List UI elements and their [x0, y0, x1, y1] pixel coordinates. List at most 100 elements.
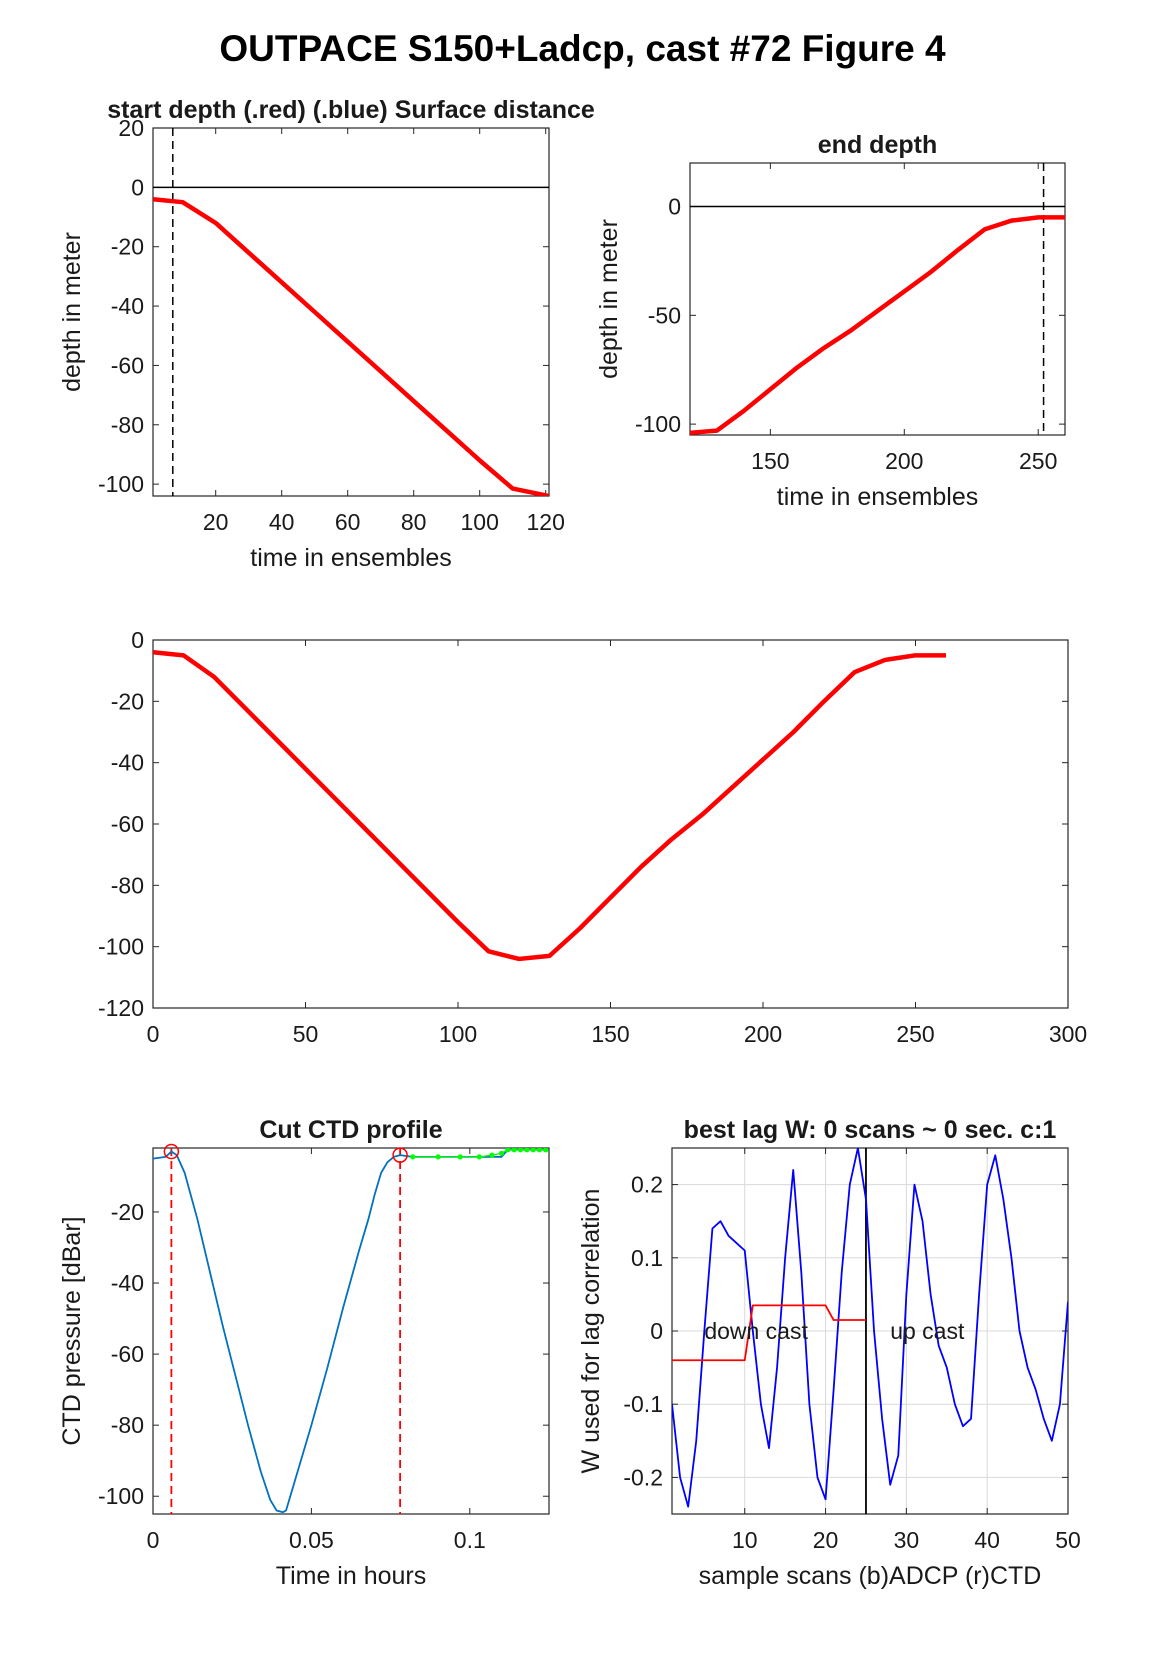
plot-area	[153, 1148, 549, 1514]
chart-title: end depth	[818, 131, 937, 159]
y-tick-label: -20	[111, 1199, 144, 1225]
y-tick-label: 0	[668, 194, 681, 220]
x-tick-label: 120	[527, 509, 565, 535]
plot-area	[690, 163, 1065, 435]
y-tick-label: -60	[111, 1341, 144, 1367]
x-axis-label: sample scans (b)ADCP (r)CTD	[699, 1562, 1042, 1590]
x-tick-label: 20	[203, 509, 229, 535]
y-tick-label: 20	[118, 115, 144, 141]
y-tick-label: -100	[98, 471, 144, 497]
y-tick-label: -100	[98, 1483, 144, 1509]
x-tick-label: 0	[147, 1021, 160, 1047]
chart-full: 0 50 100 150 200 250 300 0 -20 -40 -60 -80 -100 -120	[98, 627, 1087, 1047]
x-axis-label: time in ensembles	[777, 483, 978, 511]
x-tick-label: 50	[293, 1021, 319, 1047]
x-tick-label: 60	[335, 509, 361, 535]
chart-start: 20 40 60 80 100 120 20 0 -20 -40 -60 -80 -100 start d…	[58, 96, 595, 572]
x-tick-label: 0.1	[454, 1527, 486, 1553]
series-line-0	[153, 196, 549, 496]
x-tick-label: 200	[744, 1021, 782, 1047]
y-tick-label: -80	[111, 412, 144, 438]
flagged-point	[511, 1148, 517, 1153]
y-tick-label: 0	[131, 627, 144, 653]
x-tick-label: 40	[974, 1527, 1000, 1553]
y-tick-label: -40	[111, 1270, 144, 1296]
x-tick-label: 0.05	[289, 1527, 334, 1553]
chart-title: start depth (.red) (.blue) Surface dista…	[107, 96, 595, 124]
flagged-point	[505, 1148, 511, 1153]
x-tick-label: 0	[147, 1527, 160, 1553]
flagged-point	[435, 1154, 441, 1160]
series-line-CTD	[672, 1304, 866, 1362]
x-tick-label: 80	[401, 509, 427, 535]
y-axis-label: W used for lag correlation	[577, 1189, 605, 1474]
chart-end: 150 200 250 0 -50 -100 end depth time in ensemb…	[595, 131, 1066, 511]
y-tick-label: -20	[111, 234, 144, 260]
flagged-point	[536, 1148, 543, 1153]
y-tick-label: -100	[98, 934, 144, 960]
y-tick-label: -50	[648, 302, 681, 328]
y-axis-label: depth in meter	[595, 219, 623, 379]
x-tick-label: 100	[461, 509, 499, 535]
series-line-0	[153, 1148, 549, 1514]
x-tick-label: 250	[1019, 448, 1057, 474]
x-tick-label: 10	[732, 1527, 758, 1553]
axes-box	[152, 639, 1069, 1009]
y-tick-label: 0.2	[631, 1172, 663, 1198]
figure-title: OUTPACE S150+Ladcp, cast #72 Figure 4	[219, 28, 946, 69]
axes-box	[152, 1147, 550, 1515]
flagged-point	[410, 1154, 416, 1160]
x-tick-label: 300	[1049, 1021, 1087, 1047]
flagged-point	[498, 1150, 505, 1156]
annotation-0: down cast	[704, 1318, 808, 1344]
x-axis-label: time in ensembles	[250, 544, 451, 572]
y-tick-label: -40	[111, 750, 144, 776]
y-tick-label: -80	[111, 1412, 144, 1438]
chart-lag: 10 20 30 40 50 0.2 0.1 0 -0.1 -0.2 best lag W: 0 s…	[577, 1116, 1081, 1590]
plot-area	[153, 128, 549, 496]
chart-title: Cut CTD profile	[259, 1116, 442, 1144]
x-tick-label: 250	[896, 1021, 934, 1047]
x-tick-label: 30	[894, 1527, 920, 1553]
x-tick-label: 20	[813, 1527, 839, 1553]
x-tick-label: 40	[269, 509, 295, 535]
x-tick-label: 200	[885, 448, 923, 474]
flagged-point	[530, 1148, 536, 1153]
y-tick-label: 0	[131, 174, 144, 200]
series-line-ADCP	[672, 1148, 1068, 1508]
plot-area	[672, 1148, 1068, 1514]
y-tick-label: -60	[111, 352, 144, 378]
flagged-point	[489, 1152, 495, 1158]
cut-marker	[163, 1143, 180, 1160]
y-tick-label: 0	[650, 1318, 663, 1344]
y-tick-label: -20	[111, 688, 144, 714]
flagged-point	[543, 1148, 549, 1153]
y-tick-label: -0.2	[623, 1464, 663, 1490]
y-tick-label: -40	[111, 293, 144, 319]
x-tick-label: 150	[591, 1021, 629, 1047]
y-tick-label: -0.1	[623, 1391, 663, 1417]
y-axis-label: depth in meter	[58, 232, 86, 392]
x-tick-label: 150	[751, 448, 789, 474]
y-tick-label: 0.1	[631, 1245, 663, 1271]
plot-area	[153, 650, 946, 962]
flagged-point	[476, 1154, 482, 1160]
axes-box	[152, 127, 550, 497]
y-tick-label: -60	[111, 811, 144, 837]
axes-box	[689, 162, 1066, 436]
y-axis-label: CTD pressure [dBar]	[58, 1216, 86, 1445]
y-tick-label: -120	[98, 995, 144, 1021]
series-line-0	[690, 215, 1065, 435]
y-tick-label: -100	[635, 411, 681, 437]
y-tick-label: -80	[111, 872, 144, 898]
chart-ctd: 0 0.05 0.1 -20 -40 -60 -80 -100 Cut CTD profile T…	[58, 1116, 550, 1590]
flagged-point	[517, 1148, 524, 1153]
cut-marker	[392, 1147, 408, 1163]
series-line-0	[153, 650, 946, 962]
flagged-point	[457, 1154, 463, 1160]
chart-title: best lag W: 0 scans ~ 0 sec. c:1	[684, 1116, 1057, 1144]
x-axis-label: Time in hours	[276, 1562, 427, 1590]
annotation-1: up cast	[890, 1318, 965, 1344]
flagged-point	[524, 1148, 530, 1153]
